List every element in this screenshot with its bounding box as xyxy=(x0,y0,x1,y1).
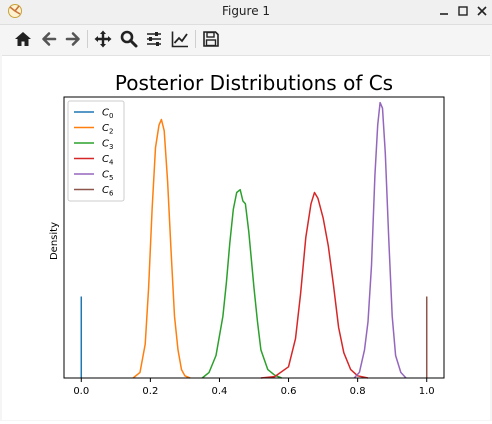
forward-arrow-icon xyxy=(65,32,80,46)
title-bar: Figure 1 xyxy=(0,0,492,25)
x-tick-label: 0.0 xyxy=(73,386,89,397)
zoom-button[interactable] xyxy=(118,28,140,50)
pan-button[interactable] xyxy=(92,28,114,50)
navigation-toolbar xyxy=(0,25,492,53)
close-icon[interactable] xyxy=(474,3,490,19)
save-button[interactable] xyxy=(200,28,222,50)
forward-button[interactable] xyxy=(62,28,84,50)
configure-subplots-button[interactable] xyxy=(143,28,165,50)
x-axis-ticks: 0.0 0.2 0.4 0.6 0.8 1.0 xyxy=(73,378,435,397)
legend-label: C3 xyxy=(102,139,113,152)
toolbar-separator xyxy=(195,30,196,48)
pan-move-icon xyxy=(94,30,112,48)
series-c2-line xyxy=(132,118,191,379)
legend-label: C0 xyxy=(102,108,113,121)
x-tick-label: 1.0 xyxy=(419,386,435,397)
plot-area xyxy=(80,101,428,379)
minimize-icon[interactable] xyxy=(436,3,452,19)
x-tick-label: 0.6 xyxy=(281,386,297,397)
home-icon xyxy=(15,32,31,46)
matplotlib-app-icon xyxy=(7,3,23,19)
x-tick-label: 0.4 xyxy=(212,386,228,397)
series-c3-line xyxy=(201,188,282,379)
legend-box xyxy=(67,100,125,202)
series-c4-line xyxy=(260,191,369,379)
legend-label: C4 xyxy=(102,154,114,167)
x-tick-label: 0.8 xyxy=(350,386,366,397)
window-title: Figure 1 xyxy=(221,4,271,18)
legend-label: C5 xyxy=(102,170,113,183)
toolbar-separator xyxy=(87,30,88,48)
save-floppy-icon xyxy=(203,31,219,47)
edit-axes-chart-icon xyxy=(171,31,188,48)
legend-label: C2 xyxy=(102,123,113,136)
x-tick-label: 0.2 xyxy=(142,386,158,397)
axes-frame xyxy=(63,96,445,379)
series-c5-line xyxy=(353,101,407,379)
density-chart: Posterior Distributions of Cs Density 0.… xyxy=(49,71,445,397)
back-button[interactable] xyxy=(38,28,60,50)
back-arrow-icon xyxy=(42,32,57,46)
legend: C0 C2 C3 C4 C5 C6 xyxy=(67,100,125,202)
zoom-magnifier-icon xyxy=(120,30,138,48)
chart-title: Posterior Distributions of Cs xyxy=(115,71,393,95)
subplots-sliders-icon xyxy=(147,32,161,46)
y-axis-label: Density xyxy=(49,222,60,260)
edit-axes-button[interactable] xyxy=(169,28,191,50)
figure-canvas[interactable]: Posterior Distributions of Cs Density 0.… xyxy=(2,55,490,420)
maximize-icon[interactable] xyxy=(455,3,471,19)
home-button[interactable] xyxy=(12,28,34,50)
legend-label: C6 xyxy=(102,185,114,198)
